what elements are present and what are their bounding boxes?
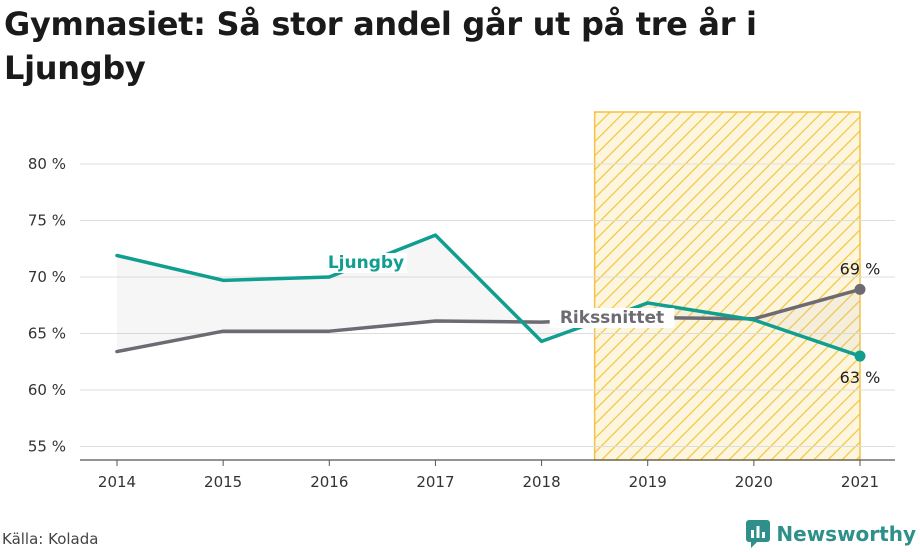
x-tick-label: 2018 [522,473,560,491]
y-tick-label: 60 % [28,381,66,399]
brand-name: Newsworthy [776,522,916,546]
x-tick-label: 2016 [310,473,348,491]
newsworthy-logo: Newsworthy [746,518,916,550]
end-point-ljungby [854,350,866,362]
x-tick-label: 2017 [416,473,454,491]
series-line-ljungby [115,233,862,358]
x-tick-label: 2020 [735,473,773,491]
y-tick-label: 70 % [28,268,66,286]
newsworthy-icon [746,520,771,548]
source-note: Källa: Kolada [2,530,99,548]
series-label-ljungby: Ljungby [328,253,404,273]
x-tick-label: 2015 [204,473,242,491]
y-tick-label: 75 % [28,211,66,229]
x-tick-label: 2021 [841,473,879,491]
y-tick-label: 65 % [28,324,66,342]
chart-title: Gymnasiet: Så stor andel går ut på tre å… [4,5,757,87]
end-label-rikssnittet: 69 % [840,259,881,278]
y-tick-label: 80 % [28,155,66,173]
series-label-ljungby-bg [324,253,408,273]
series-label-rikssnittet: Rikssnittet [560,308,664,328]
highlight-period [593,111,861,461]
x-tick-label: 2014 [98,473,136,491]
y-tick-label: 55 % [28,437,66,455]
series-label-rikssnittet-bg [549,308,675,328]
end-label-ljungby: 63 % [840,368,881,387]
difference-area [117,235,860,357]
x-tick-label: 2019 [629,473,667,491]
end-point-rikssnittet [854,283,866,295]
